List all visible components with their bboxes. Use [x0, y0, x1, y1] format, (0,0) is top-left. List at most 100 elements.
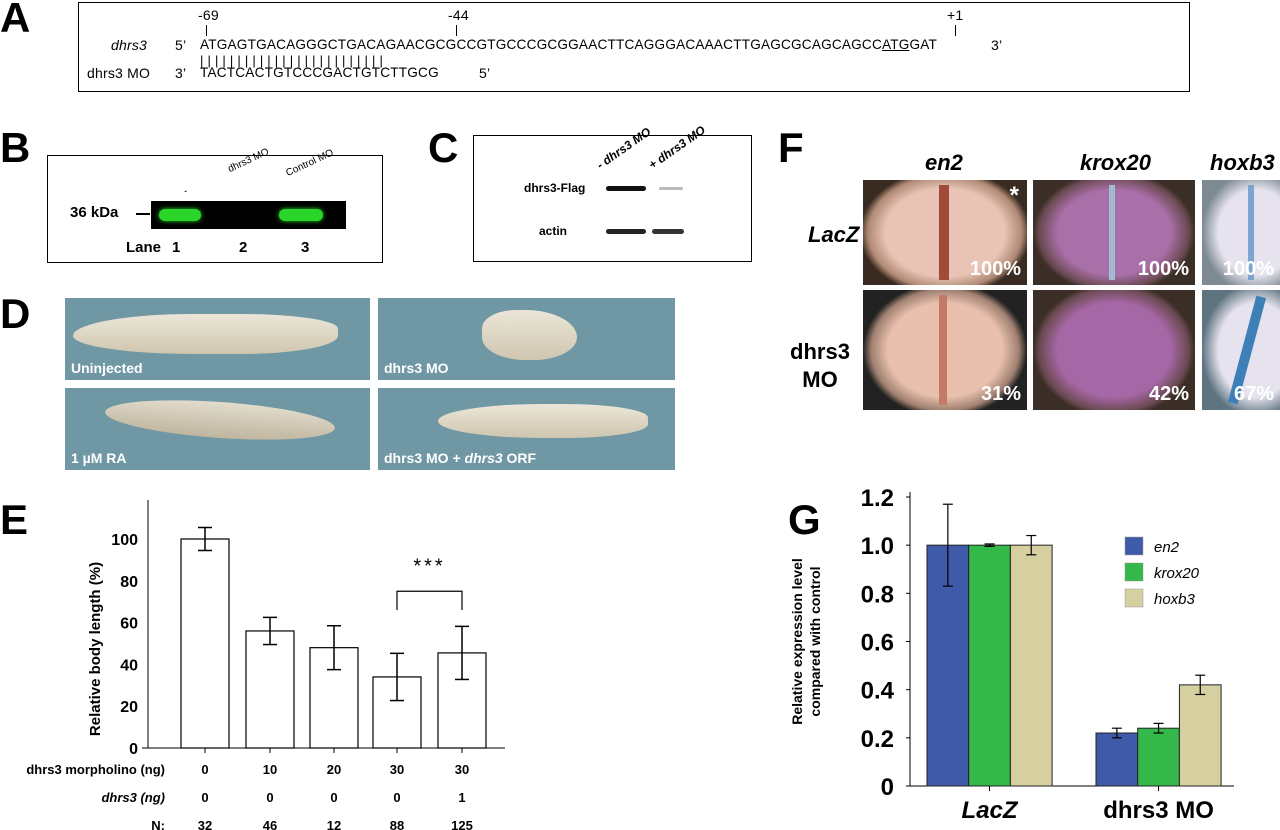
- position-label: -69: [198, 7, 219, 23]
- panel-label-b: B: [0, 124, 31, 171]
- tadpole-photo-mo: dhrs3 MO: [378, 298, 675, 380]
- table-cell: 1: [458, 790, 465, 805]
- lane-header: -: [181, 185, 190, 198]
- legend-swatch: [1124, 588, 1144, 608]
- legend-swatch: [1124, 536, 1144, 556]
- bar: [1137, 727, 1180, 787]
- y-tick-label: 0.6: [861, 630, 894, 657]
- panel-label-a: A: [0, 0, 31, 41]
- table-cell: 0: [393, 790, 400, 805]
- y-tick-label: 0: [881, 774, 894, 801]
- gene-sequence-post: GAT: [909, 37, 938, 52]
- y-tick-label: 1.2: [861, 485, 894, 512]
- panel-label-f: F: [778, 124, 804, 171]
- lane-number: 2: [239, 239, 248, 256]
- table-row-label: dhrs3 (ng): [101, 790, 165, 805]
- legend-swatch: [1124, 562, 1144, 582]
- embryo-hoxb3-mo: 67%: [1202, 290, 1280, 410]
- panel-label-d: D: [0, 290, 31, 337]
- position-label: -44: [448, 7, 469, 23]
- table-cell: 20: [327, 762, 341, 777]
- y-axis-label: Relative body length (%): [87, 562, 104, 736]
- stain: [939, 295, 947, 405]
- row-label-lacz: LacZ: [808, 222, 860, 247]
- caption: Uninjected: [71, 360, 143, 376]
- flag-band-2: [659, 187, 683, 190]
- y-tick-label: 0.8: [861, 581, 894, 608]
- bar: [180, 538, 230, 749]
- x-category-label: LacZ: [962, 797, 1019, 824]
- table-cell: 0: [201, 762, 208, 777]
- y-axis-label: compared with control: [807, 566, 823, 716]
- bar: [926, 544, 970, 787]
- band-lane-1: [159, 209, 201, 221]
- y-tick-label: 40: [120, 657, 138, 674]
- tadpole-image: [438, 404, 648, 438]
- mo-3prime: 3’: [175, 65, 187, 81]
- panel-label-e: E: [0, 496, 29, 543]
- caption-part: ORF: [502, 450, 537, 466]
- y-tick-label: 1.0: [861, 533, 894, 560]
- percent: 100%: [1137, 258, 1189, 280]
- row-label-flag: dhrs3-Flag: [524, 181, 586, 195]
- table-cell: 12: [327, 818, 341, 830]
- significance-bracket: [396, 590, 463, 611]
- table-row-label: N:: [151, 818, 165, 830]
- embryo-en2-lacz: * 100%: [863, 180, 1027, 285]
- row-label-line: MO: [802, 367, 838, 392]
- tadpole-photo-ra: 1 µM RA: [65, 388, 370, 470]
- tadpole-photo-uninjected: Uninjected: [65, 298, 370, 380]
- embryo-en2-mo: 31%: [863, 290, 1027, 410]
- embryo-krox20-mo: 42%: [1033, 290, 1195, 410]
- y-tick-label: 100: [111, 532, 138, 549]
- caption: dhrs3 MO + dhrs3 ORF: [384, 450, 536, 466]
- sequence-alignment-box: -69 -44 +1 dhrs3 5’ ATGAGTGACAGGGCTGACAG…: [78, 2, 1190, 92]
- gene-sequence: ATGAGTGACAGGGCTGACAGAACGCGCCGTGCCCGCGGAA…: [200, 37, 937, 52]
- bar: [1095, 732, 1139, 787]
- mo-label: dhrs3 MO: [87, 65, 151, 81]
- caption: 1 µM RA: [71, 450, 127, 466]
- panel-label-c: C: [428, 124, 459, 171]
- table-cell: 0: [201, 790, 208, 805]
- gene-sequence-pre: ATGAGTGACAGGGCTGACAGAACGCGCCGTGCCCGCGGAA…: [200, 37, 882, 52]
- y-tick-label: 0: [129, 741, 138, 758]
- lane-header: Control MO: [284, 147, 336, 179]
- y-tick-label: 60: [120, 616, 138, 633]
- legend-label: en2: [1154, 539, 1180, 556]
- column-header-hoxb3: hoxb3: [1210, 150, 1275, 175]
- table-cell: 88: [390, 818, 404, 830]
- stain: [939, 185, 949, 280]
- tadpole-image: [73, 314, 338, 354]
- position-tick: [206, 25, 207, 36]
- table-cell: 125: [451, 818, 473, 830]
- lane-number: 3: [301, 239, 310, 256]
- lane-label: Lane: [126, 239, 162, 256]
- row-label-mo: dhrs3 MO: [780, 338, 860, 394]
- bar: [1178, 684, 1222, 787]
- gene-label: dhrs3: [111, 37, 148, 53]
- y-axis-label: Relative expression level: [789, 558, 805, 725]
- position-tick: [456, 25, 457, 36]
- start-codon: ATG: [881, 37, 910, 52]
- lane-header: - dhrs3 MO: [593, 124, 654, 172]
- base-pairing: |||||||||||||||||||||||||: [200, 53, 387, 68]
- position-label: +1: [947, 7, 964, 23]
- chart-g: 0 0.2 0.4 0.6 0.8 1.0 1.2 Relative expression l…: [789, 485, 1234, 824]
- bar: [968, 544, 1011, 787]
- mo-5prime: 5’: [479, 65, 491, 81]
- gene-5prime: 5’: [175, 37, 187, 53]
- bar: [245, 630, 295, 749]
- mo-sequence: TACTCACTGTCCCGACTGTCTTGCG: [200, 65, 439, 80]
- lane-number: 1: [172, 239, 181, 256]
- stain: [1109, 185, 1115, 280]
- actin-band-1: [606, 229, 646, 234]
- position-tick: [955, 25, 956, 36]
- row-label-line: dhrs3: [790, 339, 850, 364]
- caption-part: dhrs3: [464, 450, 503, 466]
- western-blot-c: - dhrs3 MO + dhrs3 MO dhrs3-Flag actin: [473, 123, 752, 262]
- percent: 31%: [980, 383, 1021, 405]
- western-blot-b: - dhrs3 MO Control MO 36 kDa Lane 1 2 3: [47, 146, 383, 263]
- lane-header: + dhrs3 MO: [645, 122, 708, 172]
- gene-3prime: 3’: [991, 37, 1003, 53]
